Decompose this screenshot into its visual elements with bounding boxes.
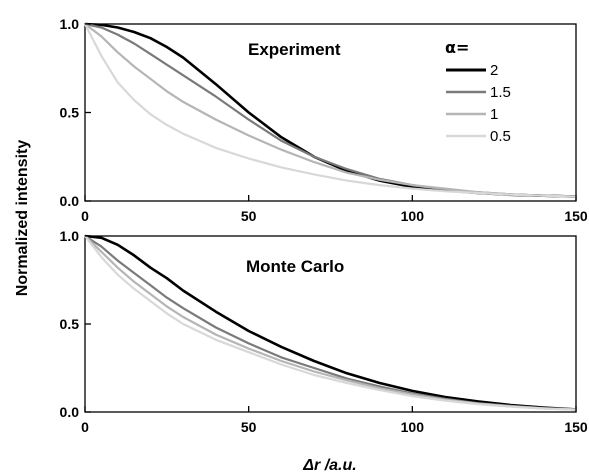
x-axis-label: Δr /a.u. — [302, 457, 356, 473]
legend-label-alpha-2: 2 — [490, 62, 498, 79]
monte-carlo-series — [84, 234, 577, 411]
y-axis-label: Normalized intensity — [14, 140, 31, 297]
experiment-panel: 0 50 100 150 0.0 0.5 1.0 Experiment α= 2 1.5 1 0.… — [60, 16, 588, 224]
monte-carlo-series-alpha-2 — [84, 234, 577, 411]
legend-label-alpha-1-5: 1.5 — [490, 84, 511, 101]
legend-label-alpha-1: 1 — [490, 106, 498, 123]
monte-carlo-x-tick-label: 0 — [81, 419, 89, 435]
experiment-series — [84, 22, 577, 198]
monte-carlo-x-tick-label: 150 — [564, 419, 588, 435]
experiment-axes: 0 50 100 150 0.0 0.5 1.0 — [60, 16, 588, 224]
experiment-y-tick-label: 1.0 — [60, 16, 80, 32]
monte-carlo-axes: 0 50 100 150 0.0 0.5 1.0 — [60, 228, 588, 435]
legend: 2 1.5 1 0.5 — [446, 62, 511, 145]
monte-carlo-x-tick-label: 100 — [401, 419, 425, 435]
experiment-x-tick-label: 150 — [564, 208, 588, 224]
monte-carlo-panel: 0 50 100 150 0.0 0.5 1.0 Monte Carlo — [60, 228, 588, 435]
monte-carlo-series-alpha-0-5 — [84, 235, 577, 411]
experiment-y-tick-label: 0.0 — [60, 193, 80, 209]
legend-label-alpha-0-5: 0.5 — [490, 128, 511, 145]
experiment-x-tick-label: 0 — [81, 208, 89, 224]
experiment-x-tick-label: 50 — [241, 208, 257, 224]
monte-carlo-y-tick-label: 0.0 — [60, 404, 80, 420]
monte-carlo-x-tick-label: 50 — [241, 419, 257, 435]
experiment-y-tick-label: 0.5 — [60, 105, 80, 121]
monte-carlo-y-tick-label: 1.0 — [60, 228, 80, 244]
monte-carlo-title: Monte Carlo — [246, 257, 344, 276]
legend-title: α= — [445, 38, 469, 57]
experiment-series-alpha-0-5 — [84, 23, 577, 198]
experiment-x-tick-label: 100 — [401, 208, 425, 224]
experiment-title: Experiment — [248, 40, 341, 59]
monte-carlo-y-tick-label: 0.5 — [60, 316, 80, 332]
